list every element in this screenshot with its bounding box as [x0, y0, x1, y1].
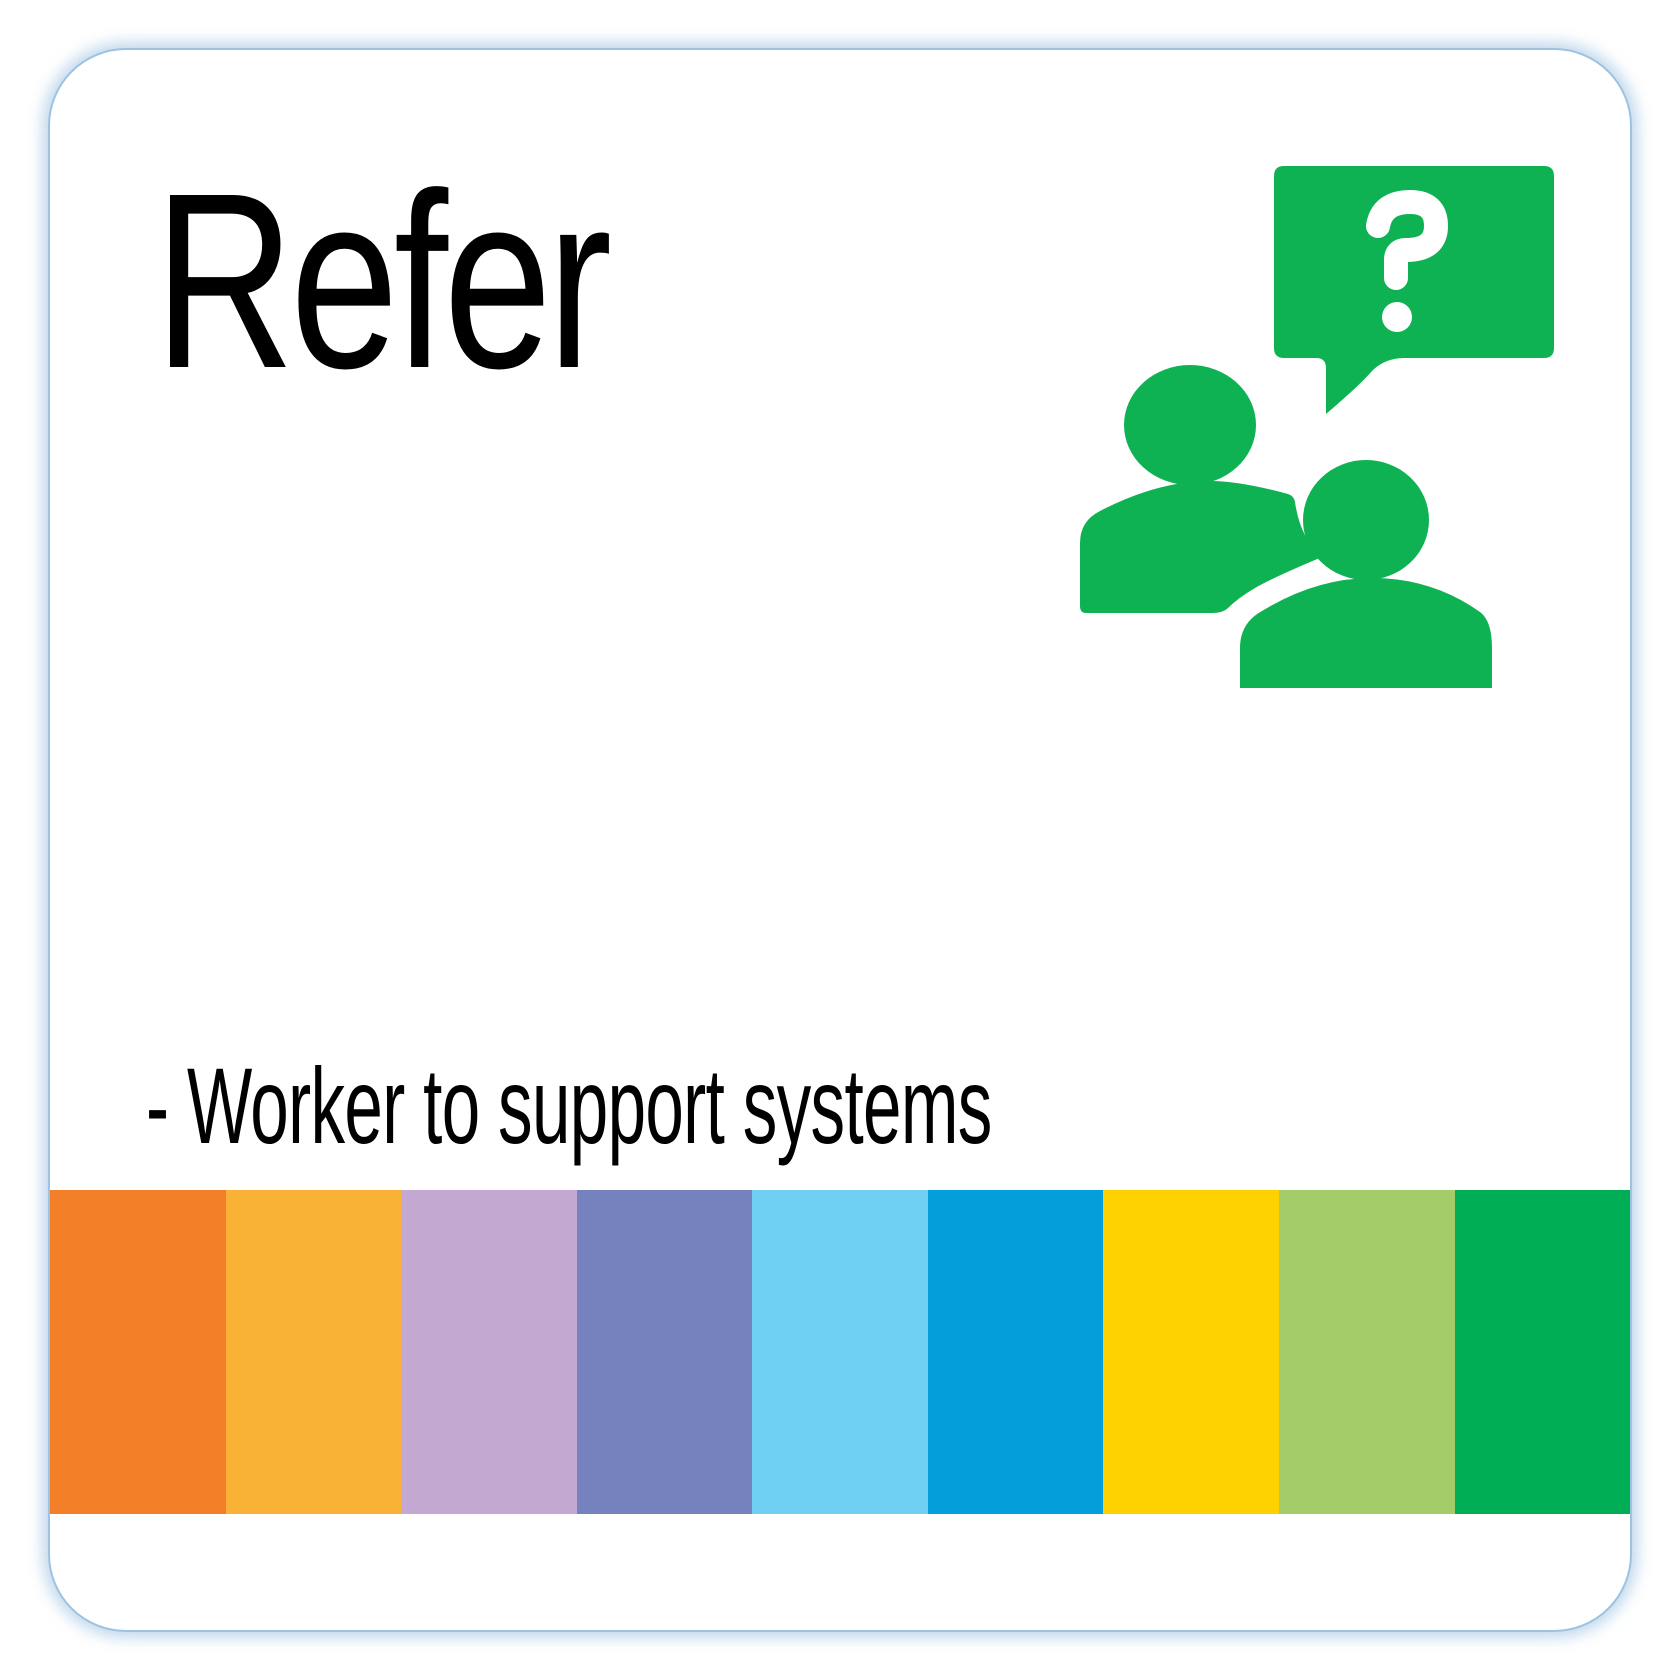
person-head-back — [1124, 365, 1256, 485]
color-swatch-3 — [401, 1190, 577, 1514]
color-strip — [50, 1190, 1630, 1514]
color-swatch-7 — [1103, 1190, 1279, 1514]
color-swatch-6 — [927, 1190, 1104, 1514]
speech-bubble-shape — [1274, 166, 1554, 414]
people-question-speech-bubble-icon — [1080, 166, 1554, 688]
color-swatch-5 — [752, 1190, 928, 1514]
color-swatch-9 — [1454, 1190, 1630, 1514]
person-body-back — [1080, 481, 1322, 613]
card-subtitle: - Worker to support systems — [146, 1045, 992, 1166]
person-head-front — [1303, 460, 1429, 580]
color-swatch-8 — [1278, 1190, 1455, 1514]
card-title: Refer — [154, 141, 612, 420]
card: Refer - Worker to support systems — [48, 48, 1632, 1632]
person-body-front — [1240, 578, 1492, 688]
question-mark-glyph — [1366, 190, 1448, 332]
color-swatch-2 — [225, 1190, 402, 1514]
color-swatch-1 — [50, 1190, 226, 1514]
color-swatch-4 — [576, 1190, 753, 1514]
